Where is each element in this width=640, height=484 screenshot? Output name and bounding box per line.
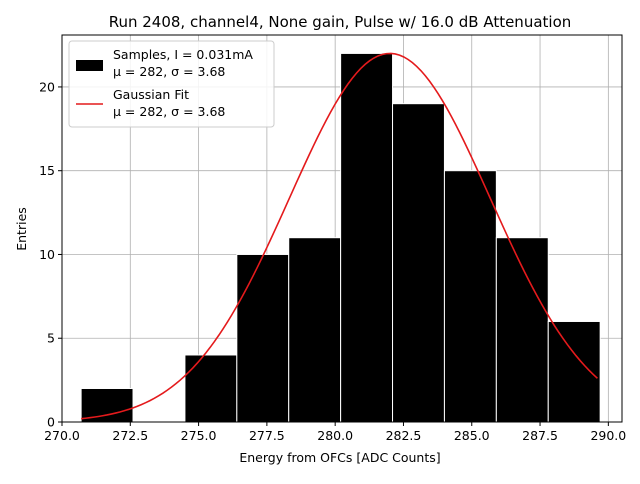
histogram-bar <box>443 170 497 423</box>
x-tick-label: 280.0 <box>317 428 353 443</box>
x-tick-label: 285.0 <box>454 428 490 443</box>
legend-stats-samples: μ = 282, σ = 3.68 <box>113 64 225 79</box>
y-tick-label: 10 <box>39 247 55 262</box>
x-tick-label: 272.5 <box>112 428 148 443</box>
y-tick-label: 5 <box>47 331 55 346</box>
y-tick-label: 20 <box>39 79 55 94</box>
histogram-bar <box>495 237 549 423</box>
legend: Samples, I = 0.031mA μ = 282, σ = 3.68 G… <box>68 40 275 128</box>
histogram-bar <box>547 320 601 423</box>
legend-swatch-samples <box>76 60 103 71</box>
x-axis-label: Energy from OFCs [ADC Counts] <box>239 450 440 465</box>
chart-title: Run 2408, channel4, None gain, Pulse w/ … <box>109 13 572 31</box>
legend-label-fit: Gaussian Fit <box>113 87 189 102</box>
y-tick-label: 15 <box>39 163 55 178</box>
x-tick-label: 290.0 <box>590 428 626 443</box>
legend-box <box>68 40 275 128</box>
axis-ticks: 270.0 272.5 275.0 277.5 280.0 282.5 285.0 287.5… <box>39 79 626 443</box>
y-tick-label: 0 <box>47 415 55 430</box>
gaussian-fit-layer <box>81 52 598 420</box>
plot-frame <box>61 34 623 423</box>
gaussian-fit-line <box>81 52 598 420</box>
histogram-bar <box>184 354 238 423</box>
x-tick-label: 287.5 <box>522 428 558 443</box>
x-tick-label: 277.5 <box>249 428 285 443</box>
histogram-bars <box>80 52 601 423</box>
legend-stats-fit: μ = 282, σ = 3.68 <box>113 104 225 119</box>
histogram-bar <box>288 237 342 423</box>
histogram-bar <box>392 103 445 423</box>
y-axis-label: Entries <box>14 207 29 251</box>
histogram-bar <box>340 52 394 423</box>
histogram-bar <box>80 387 134 423</box>
x-tick-label: 282.5 <box>386 428 422 443</box>
histogram-bar <box>236 253 290 423</box>
x-tick-label: 275.0 <box>181 428 217 443</box>
legend-label-samples: Samples, I = 0.031mA <box>113 47 253 62</box>
x-tick-label: 270.0 <box>44 428 80 443</box>
